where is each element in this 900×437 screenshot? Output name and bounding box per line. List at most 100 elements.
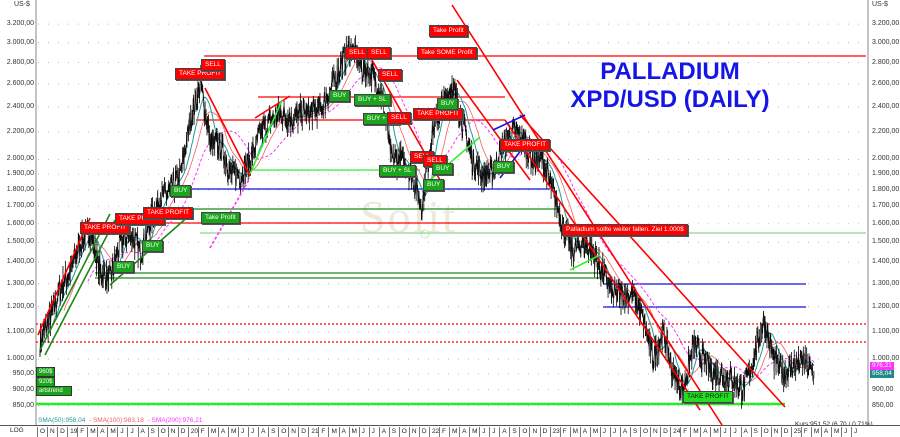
legend-sma200: SMA(200):976,21 [151,417,203,424]
y-tick-label: 1.000,00 [6,355,34,363]
x-tick-label: O [278,427,286,437]
x-tick-label: 24 [670,427,680,437]
left-label-trend: artstrend [36,386,72,396]
x-tick-label: A [619,427,627,437]
y-tick-label: 1.400,00 [6,258,34,266]
x-tick-label: D [298,427,306,437]
annotation-take-profit-green: Take Profit [201,212,240,224]
x-tick-label: A [97,427,105,437]
annotation-sell: SELL [201,59,225,71]
y-tick-label: 2.800,00 [872,58,900,66]
green-trendline-2 [44,219,116,356]
y-tick-label: 900,00 [12,385,34,393]
y-tick-label: 2.400,00 [872,102,900,110]
y-tick-label: 2.000,00 [872,155,900,163]
x-tick-label: A [740,427,748,437]
x-tick-label: D [660,427,668,437]
x-tick-label: F [318,427,325,437]
annotation-buy: BUY [423,179,445,191]
x-tick-label: J [489,427,496,437]
y-tick-label: 1.100,00 [872,327,900,335]
sma50-price-tag: 958,04 [870,370,894,378]
sma200-price-tag: 976,21 [870,362,894,370]
x-tick-label: J [117,427,124,437]
annotation-buy: BUY [113,261,135,273]
x-tick-label: J [599,427,606,437]
x-tick-label: D [539,427,547,437]
annotation-sell: SELL [378,69,402,81]
x-tick-label: M [328,427,337,437]
y-tick-label: 850,00 [12,402,34,409]
red-trendline-7 [37,217,91,336]
x-tick-label: M [710,427,719,437]
x-tick-label: D [57,427,65,437]
trend-lines [37,4,786,426]
x-tick-label: S [629,427,637,437]
y-tick-label: 1.900,00 [872,170,900,178]
annotation-take-profit: TAKE PROFIT [143,207,194,219]
annotation-sell: SELL [345,47,369,59]
annotation-buy: BUY [437,98,459,110]
x-tick-label: N [770,427,778,437]
x-tick-label: A [820,427,828,437]
x-tick-label: 22 [428,427,439,437]
x-tick-label: N [408,427,417,437]
title-line-1: PALLADIUM [600,58,740,85]
y-tick-label: 1.800,00 [6,185,34,193]
x-tick-label: A [338,427,346,437]
x-tick-label: A [700,427,708,437]
x-tick-label: S [750,427,758,437]
last-price: Kurs:951,52 (6,70 / 0,71%) [795,421,873,428]
red-trendline-1 [451,4,723,426]
annotation-buy-sl: BUY + SL [354,94,391,106]
x-tick-label: O [157,427,166,437]
red-trendline-4 [204,87,251,177]
x-tick-label: A [579,427,587,437]
x-tick-label: O [37,427,45,437]
x-tick-label: 23 [549,427,560,437]
x-tick-label: F [800,427,808,437]
annotation-take-some-profit: Take SOME Profit [417,47,477,59]
x-tick-label: J [368,427,375,437]
y-tick-label: 2.600,00 [872,79,900,87]
y-tick-label: 1.000,00 [872,355,900,363]
y-tick-label: 1.500,00 [872,238,900,246]
x-tick-label: 21 [308,427,319,437]
x-tick-label: M [449,427,457,437]
y-tick-label: 950,00 [12,369,34,377]
x-tick-label: J [238,427,244,437]
y-tick-label: 850,00 [872,402,894,409]
y-tick-label: 2.000,00 [6,155,34,163]
y-unit-right: US-$ [872,1,888,8]
legend-sma100: SMA(100):983,18 [92,417,144,424]
y-tick-label: 1.100,00 [6,327,34,335]
legend: SMA(50):958,04 - SMA(100):983,18 - SMA(2… [38,417,203,424]
x-tick-label: A [258,427,265,437]
x-tick-label: A [137,427,145,437]
x-tick-label: O [640,427,648,437]
x-tick-label: M [589,427,598,437]
x-tick-label: D [418,427,427,437]
x-tick-label: S [388,427,396,437]
blue-trendline-1 [492,114,526,131]
x-tick-label: J [609,427,616,437]
x-tick-label: M [107,427,116,437]
x-tick-label: M [87,427,96,437]
log-scale-label: LOG [10,427,24,434]
y-tick-label: 2.200,00 [6,128,34,136]
x-tick-label: S [147,427,155,437]
x-tick-label: J [851,427,857,437]
y-tick-label: 1.900,00 [6,170,34,178]
x-tick-label: F [559,427,567,437]
x-tick-label: A [499,427,507,437]
y-tick-label: 1.300,00 [6,279,34,287]
annotation-buy: BUY [329,90,351,102]
y-tick-label: 1.600,00 [872,219,900,227]
x-tick-label: F [680,427,687,437]
x-tick-label: D [177,427,185,437]
x-tick-label: O [519,427,527,437]
y-tick-label: 1.300,00 [872,279,900,287]
x-tick-label: O [760,427,769,437]
x-tick-label: F [439,427,446,437]
